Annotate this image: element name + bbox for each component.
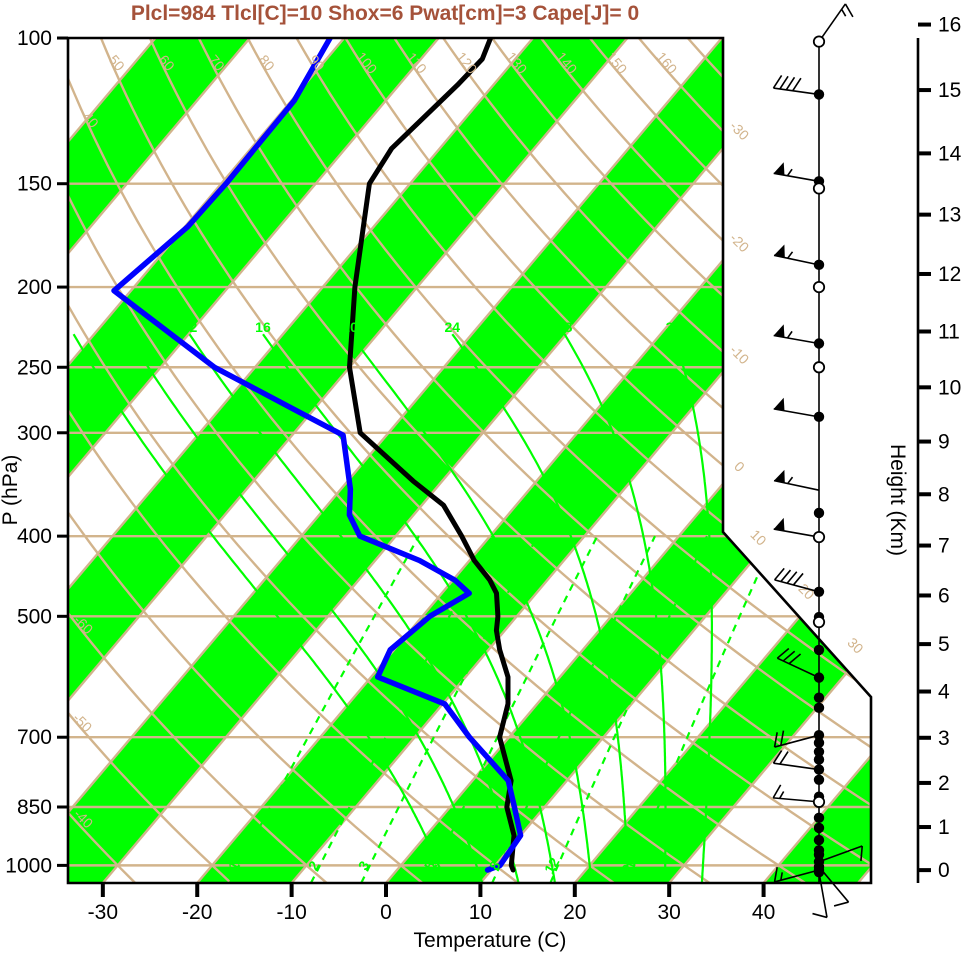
wind-level-dot bbox=[813, 737, 825, 749]
mixing-ratio-lines bbox=[228, 535, 777, 883]
height-tick-label: 11 bbox=[938, 321, 960, 344]
moist-adiabats bbox=[72, 333, 713, 883]
temperature-tick-label: 10 bbox=[469, 901, 492, 924]
svg-text:24: 24 bbox=[445, 319, 461, 335]
profiles bbox=[111, 38, 524, 873]
height-tick-label: 16 bbox=[938, 14, 961, 37]
pressure-tick-label: 850 bbox=[17, 796, 52, 819]
wind-level-dot bbox=[813, 834, 825, 846]
svg-text:-30: -30 bbox=[727, 118, 753, 144]
height-tick-label: 2 bbox=[938, 772, 950, 795]
wind-level-dot bbox=[813, 644, 825, 656]
height-tick-label: 7 bbox=[938, 535, 950, 558]
height-tick-label: 4 bbox=[938, 681, 950, 704]
svg-text:0: 0 bbox=[731, 458, 748, 475]
wind-level-dot bbox=[813, 692, 825, 703]
height-tick-label: 13 bbox=[938, 204, 961, 227]
svg-text:30: 30 bbox=[844, 634, 866, 656]
wind-level-dot bbox=[813, 338, 825, 349]
wind-level-circle bbox=[812, 795, 826, 808]
wind-level-circle bbox=[812, 35, 826, 48]
chart-title: Plcl=984 Tlcl[C]=10 Shox=6 Pwat[cm]=3 Ca… bbox=[130, 2, 640, 25]
temperature-tick-label: 20 bbox=[563, 901, 586, 924]
wind-level-dot bbox=[813, 586, 825, 597]
wind-level-dot bbox=[813, 866, 825, 878]
svg-text:-20: -20 bbox=[727, 230, 753, 256]
wind-level-dot bbox=[813, 507, 825, 519]
wind-level-dot bbox=[813, 89, 825, 100]
height-tick-label: 3 bbox=[938, 727, 950, 750]
wind-level-dot bbox=[813, 672, 825, 683]
height-tick-label: 12 bbox=[938, 263, 961, 286]
svg-text:80: 80 bbox=[256, 52, 278, 74]
temperature-tick-label: 30 bbox=[658, 901, 681, 924]
temperature-tick-label: -20 bbox=[182, 901, 212, 924]
svg-text:16: 16 bbox=[255, 319, 271, 335]
svg-text:10: 10 bbox=[747, 526, 769, 548]
pressure-tick-label: 200 bbox=[17, 276, 52, 299]
svg-text:12: 12 bbox=[182, 319, 198, 335]
height-tick-label: 14 bbox=[938, 142, 961, 165]
svg-text:32: 32 bbox=[666, 319, 682, 335]
svg-text:8: 8 bbox=[123, 319, 131, 335]
height-tick-label: 1 bbox=[938, 816, 950, 839]
wind-level-dot bbox=[813, 764, 825, 775]
svg-text:120: 120 bbox=[453, 49, 480, 77]
pressure-tick-label: 300 bbox=[17, 422, 52, 445]
wind-barbs bbox=[772, 3, 864, 919]
pressure-tick-label: 400 bbox=[17, 525, 52, 548]
temperature-tick-label: -30 bbox=[88, 901, 118, 924]
height-tick-label: 0 bbox=[938, 859, 950, 882]
svg-text:28: 28 bbox=[557, 319, 573, 335]
pressure-tick-label: 100 bbox=[17, 27, 52, 50]
wind-level-dot bbox=[813, 259, 825, 271]
svg-text:2: 2 bbox=[305, 858, 323, 873]
pressure-tick-label: 150 bbox=[17, 173, 52, 196]
wind-level-dot bbox=[813, 702, 825, 714]
svg-text:20: 20 bbox=[342, 319, 358, 335]
wind-level-dot bbox=[813, 774, 825, 785]
height-tick-label: 5 bbox=[938, 633, 950, 656]
pressure-tick-label: 500 bbox=[17, 605, 52, 628]
height-tick-label: 6 bbox=[938, 584, 950, 607]
wind-level-circle bbox=[812, 182, 826, 195]
wind-level-dot bbox=[813, 822, 825, 834]
wind-level-dot bbox=[813, 746, 825, 758]
svg-text:160: 160 bbox=[653, 49, 680, 77]
wind-level-circle bbox=[812, 615, 826, 629]
height-tick-label: 9 bbox=[938, 431, 950, 454]
dewpoint-curve bbox=[111, 38, 524, 873]
svg-text:-50: -50 bbox=[70, 710, 96, 736]
wind-level-circle bbox=[812, 280, 826, 294]
temperature-axis-title: Temperature (C) bbox=[413, 929, 567, 952]
pressure-tick-label: 250 bbox=[17, 356, 52, 379]
plot-frame bbox=[66, 36, 873, 885]
wind-level-dot bbox=[813, 411, 825, 423]
svg-text:12: 12 bbox=[541, 855, 563, 877]
wind-level-dot bbox=[813, 812, 825, 824]
temperature-tick-label: -10 bbox=[276, 901, 306, 924]
height-tick-label: 15 bbox=[938, 79, 961, 102]
pressure-tick-label: 700 bbox=[17, 726, 52, 749]
wind-level-circle bbox=[812, 530, 826, 544]
wind-level-circle bbox=[812, 361, 826, 374]
wind-level-dot bbox=[813, 754, 825, 765]
height-tick-label: 8 bbox=[938, 483, 950, 506]
height-tick-label: 10 bbox=[938, 376, 961, 399]
svg-text:20: 20 bbox=[618, 855, 640, 877]
pressure-tick-label: 1000 bbox=[5, 854, 52, 877]
wind-level-dot bbox=[813, 729, 825, 741]
svg-text:3: 3 bbox=[355, 858, 373, 873]
svg-text:-10: -10 bbox=[727, 342, 753, 368]
temperature-tick-label: 40 bbox=[752, 901, 775, 924]
temperature-tick-label: 0 bbox=[380, 901, 392, 924]
